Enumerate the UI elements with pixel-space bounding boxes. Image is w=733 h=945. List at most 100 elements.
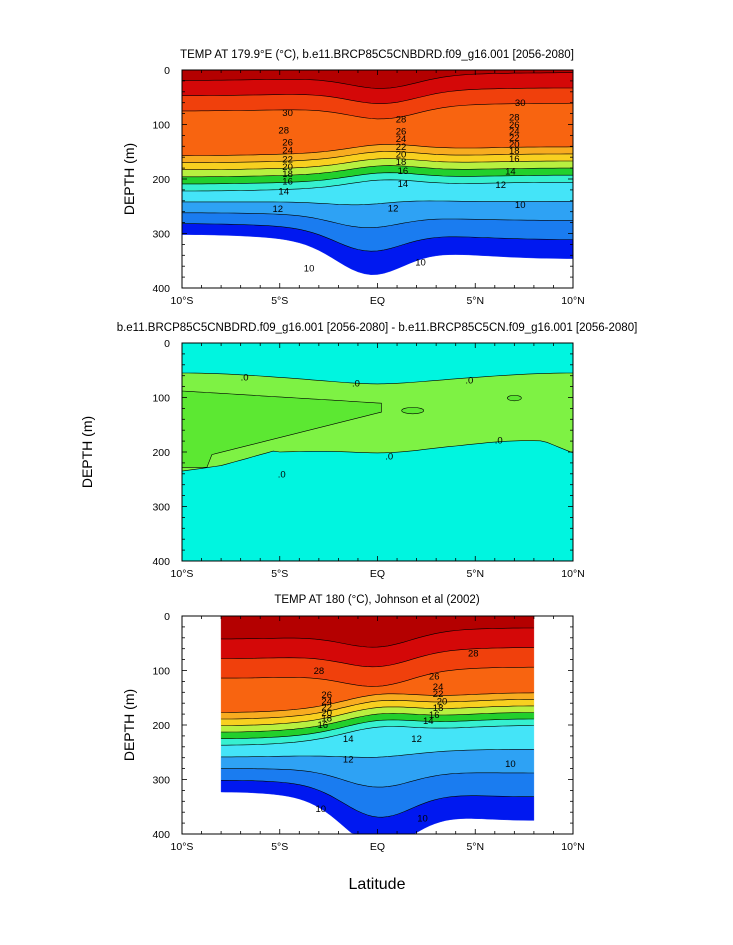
panel-difference: b.e11.BRCP85C5CNBDRD.f09_g16.001 [2056-2… <box>79 322 637 580</box>
observed-temperature-fill <box>182 616 573 834</box>
contour-label: 12 <box>388 203 399 214</box>
x-tick-label: 5°S <box>271 295 288 307</box>
isotherm-line <box>221 666 534 687</box>
panel-difference-axes: 10°S 5°S EQ 5°N 10°N 0 100 200 300 400 <box>152 338 584 580</box>
observed-isotherm-labels: 2826242220181614121028262422201816141210… <box>314 649 516 825</box>
isotherm-line <box>182 212 573 228</box>
isotherm-labels: 3028262422201816141210282624222018161412… <box>273 98 526 274</box>
isotherm-line <box>221 712 534 733</box>
isotherm-line <box>221 647 534 668</box>
isotherm-line <box>182 151 573 163</box>
y-tick-label: 0 <box>164 65 170 77</box>
contour-label: 26 <box>396 127 407 138</box>
contour-label: 20 <box>282 162 293 173</box>
isotherm-line <box>182 172 573 185</box>
contour-label: 20 <box>437 697 448 708</box>
contour-label: 16 <box>318 720 329 731</box>
contour-label: 22 <box>433 689 444 700</box>
contour-label: 10 <box>515 200 526 211</box>
x-axis-label: Latitude <box>349 876 406 893</box>
panel-model-temp-axes: 10°S 5°S EQ 5°N 10°N 0 100 200 300 400 <box>152 65 584 307</box>
y-tick-label: 200 <box>152 720 170 732</box>
contour-label: 16 <box>282 177 293 188</box>
contour-label: 20 <box>509 140 520 151</box>
y-tick-label: 400 <box>152 283 170 295</box>
contour-label: 10 <box>417 814 428 825</box>
contour-label: 26 <box>282 137 293 148</box>
contour-label: 18 <box>282 169 293 180</box>
contour-label: .0 <box>465 376 473 387</box>
y-tick-label: 300 <box>152 502 170 514</box>
isotherm-lines <box>182 72 573 252</box>
isotherm-line <box>182 158 573 170</box>
isotherm-line <box>182 179 573 192</box>
isotherm-line <box>221 692 534 713</box>
y-tick-label: 0 <box>164 611 170 623</box>
contour-label: 24 <box>282 146 293 157</box>
contour-label: 22 <box>282 154 293 165</box>
isotherm-line <box>182 87 573 104</box>
contour-label: 26 <box>429 672 440 683</box>
contour-label: 24 <box>509 127 520 138</box>
x-tick-label: 10°S <box>171 295 194 307</box>
panel-model-temp-ylabel: DEPTH (m) <box>121 143 137 215</box>
contour-label: 28 <box>468 649 479 660</box>
y-tick-label: 100 <box>152 666 170 678</box>
contour-label: 28 <box>509 112 520 123</box>
contour-label: 20 <box>396 149 407 160</box>
isotherm-line <box>182 144 573 156</box>
isotherm-line <box>221 768 534 788</box>
contour-label: 10 <box>304 263 315 274</box>
contour-label: 16 <box>509 154 520 165</box>
contour-label: 10 <box>415 257 426 268</box>
contour-label: 16 <box>398 166 409 177</box>
contour-label: 16 <box>429 710 440 721</box>
contour-label: 14 <box>505 166 516 177</box>
x-tick-label: 5°N <box>466 568 484 580</box>
contour-label: .0 <box>241 372 249 383</box>
isotherm-line <box>182 165 573 178</box>
positive-anomaly-core <box>182 390 382 468</box>
y-tick-label: 100 <box>152 120 170 132</box>
panel-observed-temp: TEMP AT 180 (°C), Johnson et al (2002) D… <box>121 594 585 853</box>
y-tick-label: 300 <box>152 775 170 787</box>
panel-observed-temp-title: TEMP AT 180 (°C), Johnson et al (2002) <box>274 594 479 606</box>
contour-label: 18 <box>433 703 444 714</box>
y-tick-label: 200 <box>152 174 170 186</box>
contour-label: 30 <box>282 108 293 119</box>
x-tick-label: 10°S <box>171 568 194 580</box>
isotherm-line <box>221 725 534 746</box>
isotherm-line <box>221 749 534 758</box>
contour-label: 22 <box>396 142 407 153</box>
closed-contour <box>401 407 424 415</box>
contour-label: 18 <box>396 157 407 168</box>
panel-observed-temp-ylabel: DEPTH (m) <box>121 689 137 761</box>
y-tick-label: 400 <box>152 829 170 841</box>
panel-difference-ylabel: DEPTH (m) <box>79 416 95 488</box>
y-tick-label: 400 <box>152 556 170 568</box>
contour-label: 28 <box>278 125 289 136</box>
panel-observed-temp-axes: 10°S 5°S EQ 5°N 10°N 0 100 200 300 400 <box>152 611 584 853</box>
x-tick-label: 5°S <box>271 568 288 580</box>
x-tick-label: EQ <box>370 841 385 853</box>
isotherm-line <box>221 627 534 648</box>
contour-label: 24 <box>433 682 444 693</box>
difference-contour-lines <box>182 372 573 472</box>
contour-label: 14 <box>343 734 354 745</box>
difference-contour-labels: .0 .0 .0 .0 .0 .0 <box>241 372 503 480</box>
isotherm-line <box>221 705 534 726</box>
contour-label: 26 <box>321 690 332 701</box>
contour-label: 26 <box>509 120 520 131</box>
contour-label: 12 <box>343 754 354 765</box>
isotherm-line <box>182 102 573 120</box>
contour-label: 14 <box>423 716 434 727</box>
x-tick-label: 5°S <box>271 841 288 853</box>
x-tick-label: 10°N <box>561 568 584 580</box>
observed-isotherm-lines <box>221 627 534 818</box>
contour-label: 30 <box>515 98 526 109</box>
x-tick-label: EQ <box>370 568 385 580</box>
contour-label: 14 <box>278 187 289 198</box>
isotherm-line <box>221 699 534 720</box>
contour-label: .0 <box>278 469 286 480</box>
contour-label: 14 <box>398 179 409 190</box>
